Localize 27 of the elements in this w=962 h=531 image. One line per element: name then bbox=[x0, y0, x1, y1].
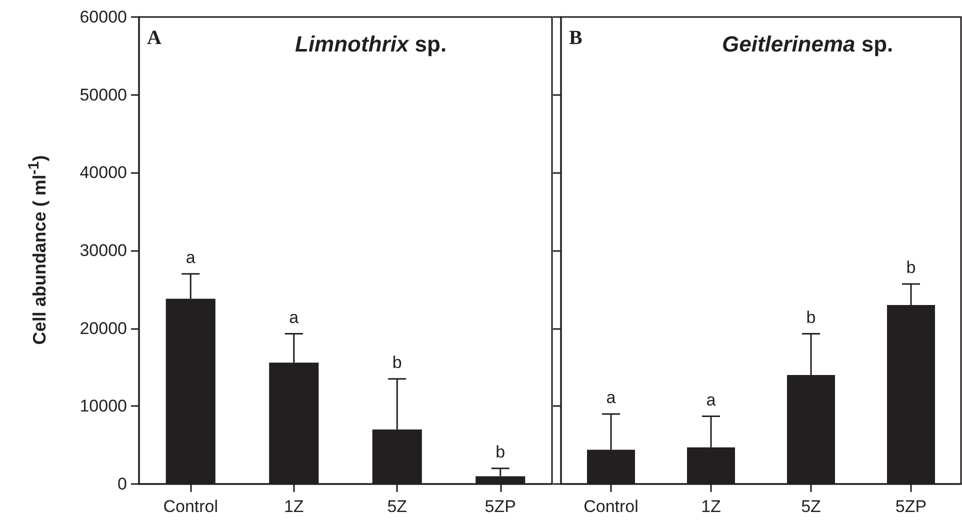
annotation: b bbox=[392, 352, 402, 372]
x-tick-label: Control bbox=[163, 497, 218, 516]
annotation: a bbox=[606, 388, 616, 407]
annotation: a bbox=[289, 308, 300, 327]
x-tick-label: 5ZP bbox=[895, 497, 927, 516]
x-tick-label: 5Z bbox=[801, 497, 821, 516]
x-tick-label: Control bbox=[584, 497, 638, 516]
x-tick-label: 5ZP bbox=[484, 497, 516, 516]
annotation: b bbox=[496, 442, 506, 462]
x-tick-label: 5Z bbox=[387, 497, 408, 516]
x-tick-label: 1Z bbox=[701, 497, 721, 516]
annotation: B bbox=[569, 27, 582, 49]
y-tick-label: 0 bbox=[118, 474, 127, 494]
annotation: a bbox=[186, 248, 196, 267]
annotation: a bbox=[706, 390, 716, 410]
annotation: A bbox=[147, 27, 162, 49]
y-tick-label: 10000 bbox=[80, 396, 127, 416]
text: Limnothrix sp. bbox=[295, 32, 447, 56]
x-tick-label: 1Z bbox=[284, 497, 304, 516]
y-tick-label: 60000 bbox=[80, 8, 127, 26]
y-tick-label: 20000 bbox=[80, 318, 127, 338]
annotation: b bbox=[806, 308, 816, 327]
y-tick-label: 30000 bbox=[80, 241, 127, 260]
y-tick-label: 40000 bbox=[80, 163, 127, 182]
annotation: b bbox=[906, 258, 916, 277]
text: Geitlerinema sp. bbox=[722, 32, 894, 56]
y-tick-label: 50000 bbox=[80, 85, 127, 104]
